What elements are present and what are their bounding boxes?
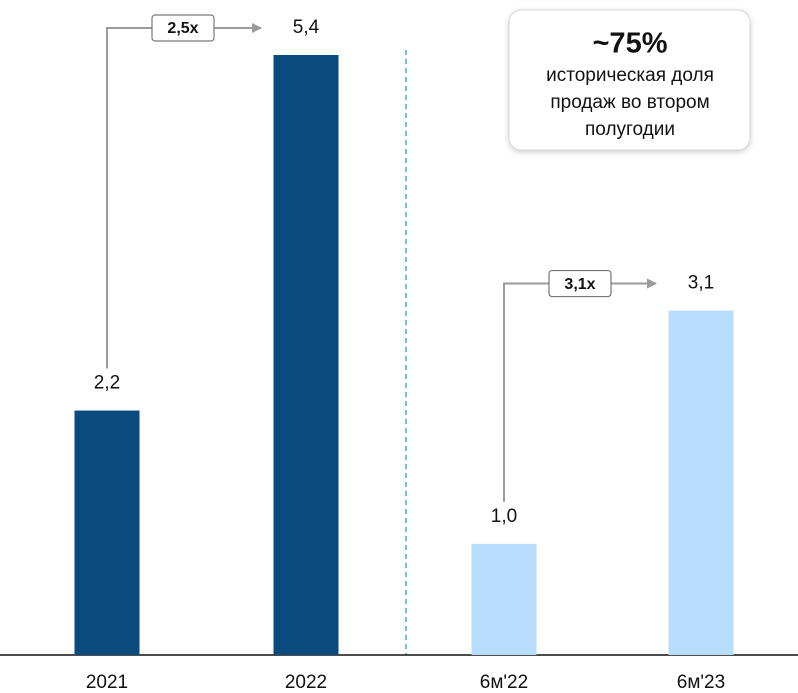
x-tick-label: 2021 [86, 672, 128, 693]
bar [668, 310, 734, 655]
callout-title: ~75% [593, 28, 668, 60]
x-tick-label: 2022 [285, 672, 327, 693]
bar [273, 55, 339, 655]
ratio-box [151, 14, 215, 42]
x-tick-label: 6м'22 [480, 672, 528, 693]
bar [74, 410, 140, 655]
ratio-connector [106, 27, 152, 369]
callout-line: продаж во втором [550, 92, 709, 113]
x-tick-label: 6м'23 [677, 672, 725, 693]
callout-line: полугодии [585, 119, 675, 140]
value-label: 2,2 [94, 373, 120, 394]
value-label: 1,0 [491, 506, 517, 527]
ratio-label: 3,1x [564, 276, 595, 293]
value-label: 3,1 [688, 273, 714, 294]
ratio-label: 2,5x [167, 20, 198, 37]
ratio-connector [503, 282, 549, 502]
callout-line: историческая доля [546, 65, 714, 86]
bar [471, 543, 537, 655]
ratio-box [548, 269, 612, 298]
callout-box [508, 9, 751, 151]
value-label: 5,4 [293, 17, 320, 38]
